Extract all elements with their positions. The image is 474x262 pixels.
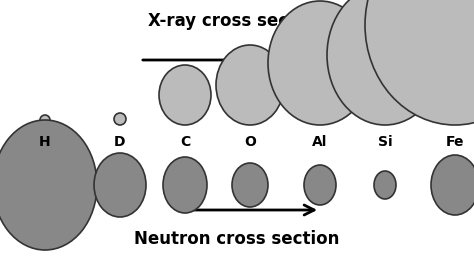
Text: H: H [39, 135, 51, 149]
Ellipse shape [40, 115, 50, 125]
Ellipse shape [268, 1, 372, 125]
Ellipse shape [327, 0, 443, 125]
Ellipse shape [114, 113, 126, 125]
Ellipse shape [159, 65, 211, 125]
Ellipse shape [365, 0, 474, 125]
Text: C: C [180, 135, 190, 149]
Text: Si: Si [378, 135, 392, 149]
Text: Neutron cross section: Neutron cross section [134, 230, 340, 248]
Text: X-ray cross section: X-ray cross section [148, 12, 326, 30]
Ellipse shape [232, 163, 268, 207]
Text: Al: Al [312, 135, 328, 149]
Text: D: D [114, 135, 126, 149]
Ellipse shape [216, 45, 284, 125]
Ellipse shape [374, 171, 396, 199]
Ellipse shape [304, 165, 336, 205]
Ellipse shape [431, 155, 474, 215]
Ellipse shape [0, 120, 97, 250]
Text: O: O [244, 135, 256, 149]
Ellipse shape [94, 153, 146, 217]
Text: Fe: Fe [446, 135, 464, 149]
Ellipse shape [163, 157, 207, 213]
